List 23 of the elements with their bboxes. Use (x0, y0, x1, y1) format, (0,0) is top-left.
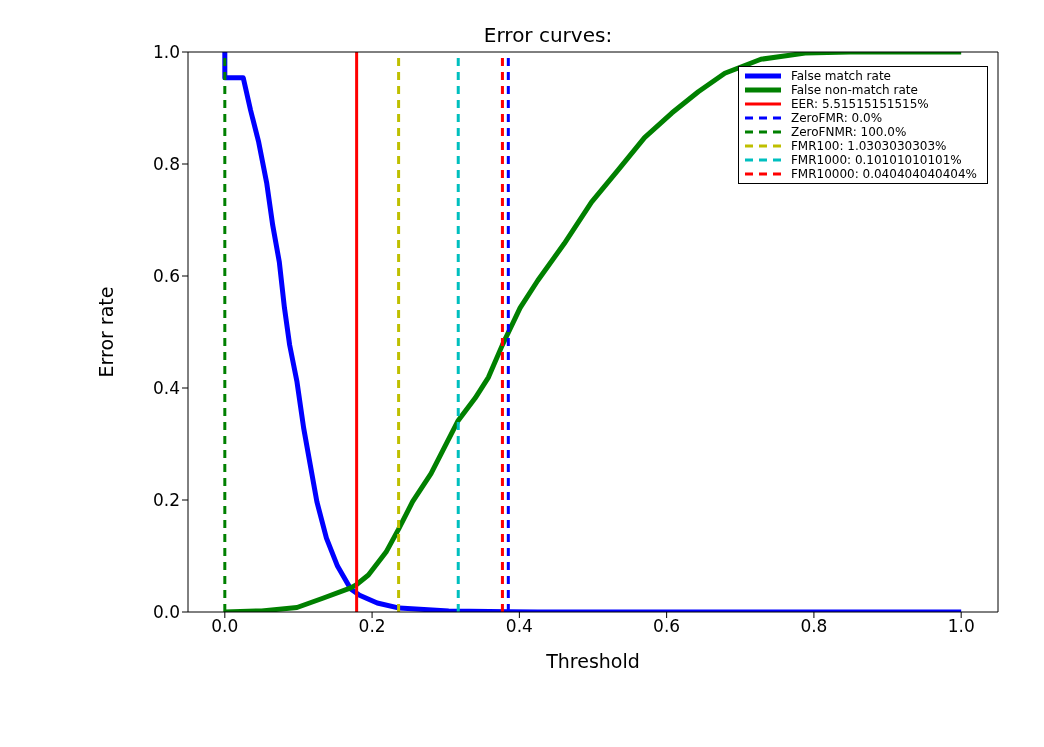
y-tick-label: 0.8 (152, 154, 180, 175)
x-tick-label: 0.2 (358, 616, 386, 637)
legend-label: FMR100: 1.0303030303% (790, 139, 947, 153)
x-tick-label: 0.0 (211, 616, 239, 637)
legend-label: ZeroFMR: 0.0% (790, 111, 883, 125)
y-tick-label: 0.4 (152, 378, 180, 399)
x-tick-label: 0.6 (653, 616, 681, 637)
x-axis-title: Threshold (545, 650, 640, 672)
y-tick-label: 0.0 (152, 602, 180, 623)
chart-title: Error curves: (483, 23, 613, 47)
y-axis-title: Error rate (94, 286, 117, 378)
y-tick-label: 0.6 (152, 266, 180, 287)
legend-label: FMR10000: 0.040404040404% (790, 167, 977, 181)
legend-label: False non-match rate (790, 83, 918, 97)
legend-label: ZeroFNMR: 100.0% (790, 125, 907, 139)
x-tick-label: 1.0 (947, 616, 975, 637)
legend-label: False match rate (790, 69, 891, 83)
y-tick-label: 1.0 (152, 42, 180, 63)
legend-label: FMR1000: 0.10101010101% (790, 153, 962, 167)
x-tick-label: 0.4 (505, 616, 533, 637)
legend-label: EER: 5.51515151515% (790, 97, 929, 111)
x-tick-label: 0.8 (800, 616, 828, 637)
y-tick-label: 0.2 (152, 490, 180, 511)
